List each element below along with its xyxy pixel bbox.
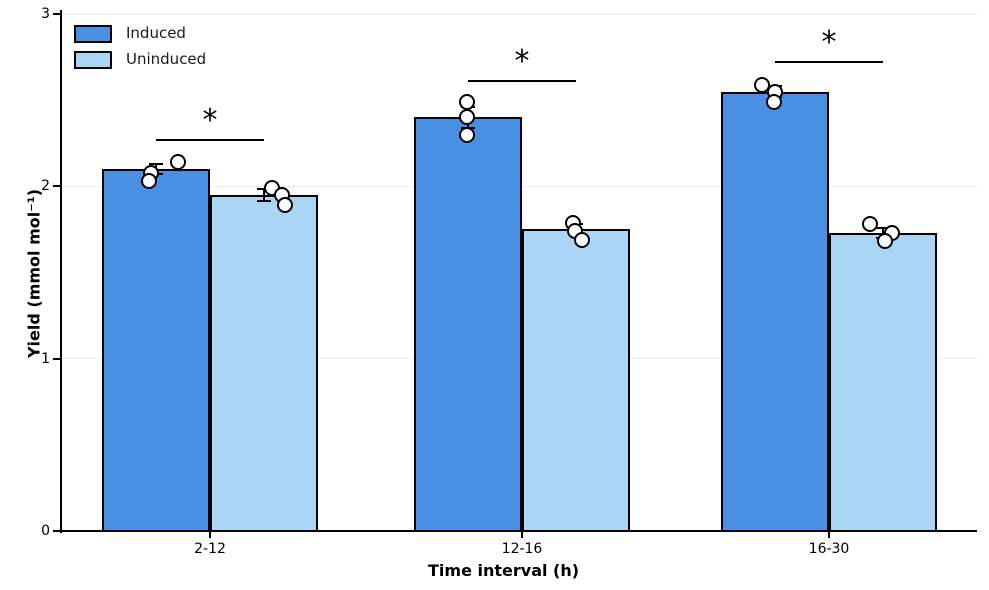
x-tick-label-16-30: 16-30 — [808, 541, 850, 557]
errorbar-line — [263, 188, 265, 201]
x-axis-spine — [60, 530, 977, 532]
y-tick-3 — [53, 13, 60, 15]
significance-asterisk: * — [821, 25, 837, 61]
y-tick-label-2: 2 — [41, 178, 50, 195]
x-tick-16-30 — [828, 532, 830, 538]
errorbar-cap-bottom — [257, 199, 271, 202]
y-tick-label-1: 1 — [41, 350, 50, 367]
replicate-point — [877, 233, 893, 250]
bar-uninduced-2-12 — [210, 194, 318, 532]
bar-uninduced-12-16 — [522, 229, 630, 532]
legend-swatch-uninduced — [74, 50, 112, 69]
y-tick-label-3: 3 — [41, 6, 50, 22]
gridline-y3 — [62, 13, 977, 15]
errorbar-cap-top — [149, 162, 163, 165]
significance-asterisk: * — [202, 102, 218, 138]
x-tick-label-12-16: 12-16 — [501, 541, 543, 557]
legend-item-induced: Induced — [74, 24, 206, 43]
x-tick-12-16 — [521, 532, 523, 538]
bar-induced-2-12 — [102, 169, 210, 532]
x-axis-title: Time interval (h) — [428, 561, 580, 580]
significance-asterisk: * — [514, 44, 530, 80]
x-tick-2-12 — [209, 532, 211, 538]
legend-label: Induced — [126, 24, 186, 42]
errorbar-cap-top — [876, 226, 890, 229]
replicate-point — [574, 231, 590, 248]
replicate-point — [459, 93, 475, 110]
bar-induced-16-30 — [721, 91, 829, 532]
significance-line — [775, 61, 883, 64]
x-tick-label-2-12: 2-12 — [194, 541, 226, 557]
replicate-point — [459, 126, 475, 143]
bar-uninduced-16-30 — [829, 232, 937, 532]
y-axis-spine — [60, 10, 62, 533]
replicate-point — [459, 109, 475, 126]
legend-label: Uninduced — [126, 50, 207, 68]
bar-induced-12-16 — [414, 117, 522, 532]
legend-item-uninduced: Uninduced — [74, 50, 206, 69]
replicate-point — [141, 173, 157, 190]
y-tick-0 — [53, 530, 60, 532]
y-tick-label-0: 0 — [41, 523, 50, 539]
replicate-point — [277, 197, 293, 214]
errorbar-line — [882, 227, 884, 239]
replicate-point — [766, 93, 782, 110]
legend-swatch-induced — [74, 24, 112, 43]
significance-line — [156, 138, 264, 141]
replicate-point — [754, 76, 770, 93]
significance-line — [468, 80, 576, 83]
y-tick-2 — [53, 185, 60, 188]
replicate-point — [862, 216, 878, 233]
legend: Induced Uninduced — [74, 24, 206, 76]
y-tick-1 — [53, 357, 60, 360]
y-axis-title: Yield (mmol mol⁻¹) — [24, 188, 44, 359]
replicate-point — [170, 154, 186, 171]
